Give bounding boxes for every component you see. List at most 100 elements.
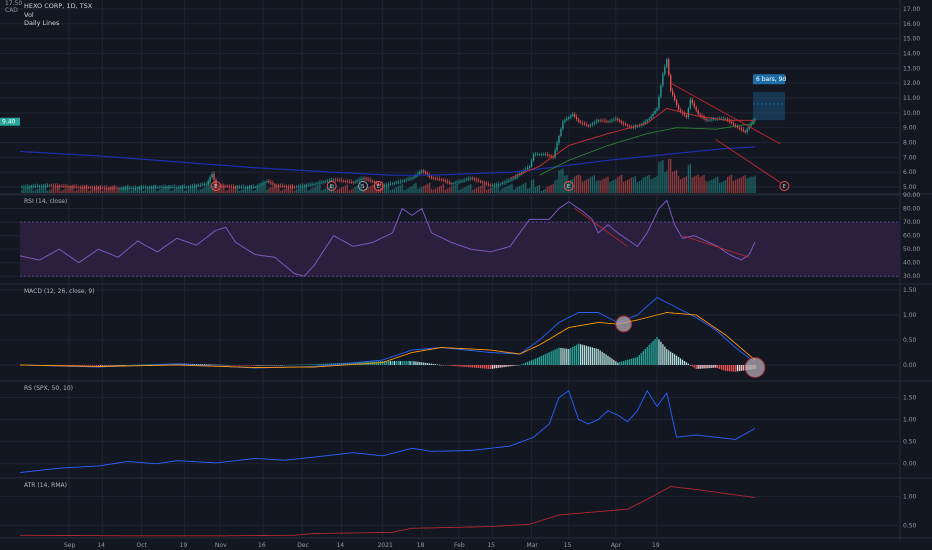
candle-body[interactable]: [621, 121, 623, 124]
candle-body[interactable]: [352, 182, 354, 183]
candle-body[interactable]: [301, 185, 303, 187]
candle-body[interactable]: [262, 183, 264, 185]
candle-body[interactable]: [180, 187, 182, 188]
candle-body[interactable]: [748, 126, 750, 130]
candle-body[interactable]: [40, 185, 43, 187]
candle-body[interactable]: [58, 185, 60, 187]
candle-body[interactable]: [78, 186, 80, 188]
candle-body[interactable]: [48, 185, 51, 187]
candle-body[interactable]: [599, 120, 601, 121]
candle-body[interactable]: [703, 117, 705, 119]
candle-body[interactable]: [87, 187, 90, 188]
candle-body[interactable]: [42, 185, 45, 187]
candle-body[interactable]: [223, 186, 225, 187]
candle-body[interactable]: [493, 184, 495, 186]
candle-body[interactable]: [66, 186, 68, 187]
candle-body[interactable]: [197, 185, 200, 186]
candle-body[interactable]: [474, 178, 476, 180]
ema-green-line[interactable]: [539, 122, 756, 176]
candle-body[interactable]: [250, 187, 252, 188]
candle-body[interactable]: [448, 182, 450, 184]
event-marker[interactable]: [779, 181, 790, 191]
candle-body[interactable]: [677, 105, 680, 110]
candle-body[interactable]: [330, 180, 333, 181]
candle-body[interactable]: [215, 179, 217, 186]
candle-body[interactable]: [374, 181, 376, 183]
candle-body[interactable]: [430, 176, 433, 179]
candle-body[interactable]: [136, 187, 139, 189]
candle-body[interactable]: [683, 113, 686, 116]
candle-body[interactable]: [623, 123, 625, 125]
candle-body[interactable]: [125, 188, 127, 189]
candle-body[interactable]: [585, 124, 588, 126]
candle-body[interactable]: [285, 186, 288, 187]
candle-body[interactable]: [148, 187, 151, 188]
candle-body[interactable]: [562, 121, 564, 129]
candle-body[interactable]: [146, 187, 149, 189]
candle-body[interactable]: [742, 129, 744, 131]
candle-body[interactable]: [722, 118, 725, 120]
candle-body[interactable]: [154, 187, 156, 188]
candle-body[interactable]: [281, 186, 284, 187]
candle-body[interactable]: [276, 185, 278, 187]
candle-body[interactable]: [219, 185, 221, 187]
candle-body[interactable]: [74, 186, 76, 188]
candle-body[interactable]: [138, 187, 141, 189]
candle-body[interactable]: [568, 117, 570, 119]
candle-body[interactable]: [538, 154, 541, 155]
candle-body[interactable]: [472, 178, 474, 179]
candle-body[interactable]: [440, 179, 443, 180]
event-marker[interactable]: [326, 181, 337, 191]
candle-body[interactable]: [248, 187, 250, 188]
candle-body[interactable]: [462, 180, 464, 182]
candle-body[interactable]: [38, 186, 41, 187]
candle-body[interactable]: [307, 184, 309, 186]
candle-body[interactable]: [272, 183, 274, 185]
candle-body[interactable]: [85, 187, 88, 188]
candle-body[interactable]: [666, 59, 668, 67]
candle-body[interactable]: [679, 109, 682, 112]
candle-body[interactable]: [315, 183, 317, 185]
candle-body[interactable]: [107, 188, 109, 189]
candle-body[interactable]: [407, 179, 409, 180]
candle-body[interactable]: [23, 186, 25, 188]
candle-body[interactable]: [50, 185, 53, 187]
candle-body[interactable]: [332, 179, 335, 181]
candle-body[interactable]: [724, 118, 727, 120]
candle-body[interactable]: [256, 186, 258, 188]
rsi-trend-line[interactable]: [682, 235, 750, 258]
candle-body[interactable]: [711, 119, 713, 121]
candle-body[interactable]: [646, 120, 648, 122]
candle-body[interactable]: [344, 181, 347, 182]
candle-body[interactable]: [303, 185, 305, 187]
candle-body[interactable]: [133, 187, 135, 189]
candle-body[interactable]: [434, 178, 437, 180]
candle-body[interactable]: [46, 185, 49, 187]
volume-legend[interactable]: Vol: [24, 11, 34, 19]
candle-body[interactable]: [295, 186, 298, 188]
candle-body[interactable]: [505, 181, 507, 183]
candle-body[interactable]: [199, 184, 201, 186]
candle-body[interactable]: [209, 177, 211, 181]
candle-body[interactable]: [358, 179, 360, 181]
candle-body[interactable]: [579, 121, 582, 123]
sma-line[interactable]: [19, 146, 756, 176]
candle-body[interactable]: [464, 179, 466, 181]
candle-body[interactable]: [217, 185, 219, 187]
candle-body[interactable]: [99, 187, 102, 189]
candle-body[interactable]: [648, 118, 650, 121]
candle-body[interactable]: [366, 178, 368, 180]
candle-body[interactable]: [178, 187, 180, 188]
candle-body[interactable]: [617, 118, 619, 121]
candle-body[interactable]: [721, 118, 723, 120]
candle-body[interactable]: [479, 181, 482, 182]
candle-body[interactable]: [587, 125, 590, 127]
candle-body[interactable]: [321, 182, 323, 183]
candle-body[interactable]: [342, 180, 345, 182]
candle-body[interactable]: [728, 120, 731, 122]
candle-body[interactable]: [403, 180, 405, 181]
candle-body[interactable]: [560, 128, 562, 136]
candle-body[interactable]: [673, 95, 676, 101]
candle-body[interactable]: [31, 186, 33, 188]
candle-body[interactable]: [664, 66, 666, 75]
